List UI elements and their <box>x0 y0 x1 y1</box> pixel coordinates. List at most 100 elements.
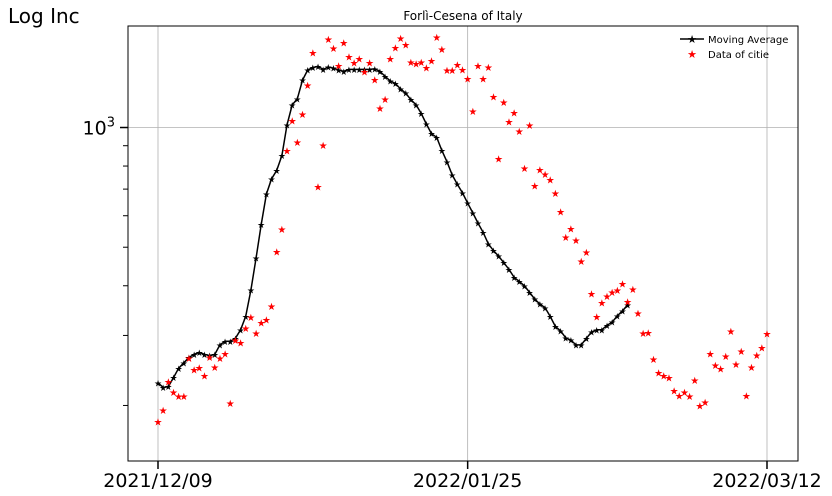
data-point: ★ <box>350 59 359 70</box>
data-point: ★ <box>412 59 421 70</box>
moving-average-point: ★ <box>593 326 601 336</box>
moving-average-point: ★ <box>226 338 234 348</box>
data-point: ★ <box>221 350 230 361</box>
moving-average-point: ★ <box>469 209 477 219</box>
moving-average-point: ★ <box>273 167 281 177</box>
moving-average-point: ★ <box>453 181 461 191</box>
data-point: ★ <box>463 74 472 85</box>
data-point: ★ <box>546 176 555 187</box>
data-point: ★ <box>319 141 328 152</box>
data-point: ★ <box>695 401 704 412</box>
moving-average-point: ★ <box>510 274 518 284</box>
data-point: ★ <box>654 369 663 380</box>
data-point: ★ <box>556 207 565 218</box>
data-point: ★ <box>535 165 544 176</box>
y-tick-label: 103 <box>83 116 115 140</box>
moving-average-point: ★ <box>345 66 353 76</box>
data-point: ★ <box>401 41 410 52</box>
moving-average-point: ★ <box>412 101 420 111</box>
data-point: ★ <box>639 329 648 340</box>
moving-average-point: ★ <box>169 374 177 384</box>
data-point: ★ <box>334 62 343 73</box>
moving-average-point: ★ <box>175 365 183 375</box>
data-point: ★ <box>716 364 725 375</box>
data-point: ★ <box>184 354 193 365</box>
moving-average-point: ★ <box>526 289 534 299</box>
data-point: ★ <box>417 58 426 69</box>
moving-average-point: ★ <box>298 77 306 87</box>
moving-average-point: ★ <box>500 259 508 269</box>
data-point: ★ <box>169 388 178 399</box>
x-tick-label: 2022/03/12 <box>712 470 822 492</box>
data-point: ★ <box>164 377 173 388</box>
moving-average-point: ★ <box>371 65 379 75</box>
moving-average-point: ★ <box>329 65 337 75</box>
data-point: ★ <box>608 288 617 299</box>
data-point: ★ <box>324 35 333 46</box>
data-point: ★ <box>473 62 482 73</box>
data-point: ★ <box>236 338 245 349</box>
data-point: ★ <box>241 324 250 335</box>
data-point: ★ <box>159 406 168 417</box>
moving-average-point: ★ <box>562 334 570 344</box>
data-point: ★ <box>308 48 317 59</box>
data-point: ★ <box>592 312 601 323</box>
data-point: ★ <box>443 66 452 77</box>
data-point: ★ <box>277 225 286 236</box>
data-point: ★ <box>262 316 271 327</box>
data-point: ★ <box>174 392 183 403</box>
data-point: ★ <box>267 302 276 313</box>
moving-average-point: ★ <box>417 110 425 120</box>
moving-average-point: ★ <box>397 85 405 95</box>
data-point: ★ <box>752 351 761 362</box>
moving-average-point: ★ <box>319 66 327 76</box>
data-point: ★ <box>597 299 606 310</box>
moving-average-point: ★ <box>366 66 374 76</box>
moving-average-point: ★ <box>185 354 193 364</box>
moving-average-point: ★ <box>278 152 286 162</box>
moving-average-point: ★ <box>237 326 245 336</box>
moving-average-point: ★ <box>572 341 580 351</box>
axis-layer: 2021/12/09 2022/01/25 2022/03/12 103 <box>83 116 822 492</box>
moving-average-point: ★ <box>495 253 503 263</box>
legend-marker-moving-average: ★ <box>687 33 697 46</box>
data-point: ★ <box>432 33 441 44</box>
moving-average-point: ★ <box>464 200 472 210</box>
data-point: ★ <box>205 353 214 364</box>
moving-average-point: ★ <box>257 221 265 231</box>
moving-average-point: ★ <box>618 307 626 317</box>
moving-average-point: ★ <box>505 266 513 276</box>
data-point: ★ <box>272 247 281 258</box>
moving-average-point: ★ <box>314 63 322 73</box>
data-point: ★ <box>427 56 436 67</box>
data-point: ★ <box>680 388 689 399</box>
x-tick-label: 2021/12/09 <box>103 470 213 492</box>
moving-average-point: ★ <box>247 287 255 297</box>
data-point: ★ <box>391 43 400 54</box>
data-point: ★ <box>618 280 627 291</box>
data-point: ★ <box>603 292 612 303</box>
data-point: ★ <box>303 81 312 92</box>
moving-average-point: ★ <box>216 341 224 351</box>
data-point: ★ <box>375 104 384 115</box>
moving-average-point: ★ <box>458 189 466 199</box>
y-axis-label: Log Inc <box>8 4 80 28</box>
legend-label-moving-average: Moving Average <box>708 35 788 46</box>
moving-average-point: ★ <box>582 335 590 345</box>
data-point: ★ <box>633 309 642 320</box>
data-point: ★ <box>706 350 715 361</box>
moving-average-point: ★ <box>231 335 239 345</box>
data-point: ★ <box>484 63 493 74</box>
data-point: ★ <box>520 164 529 175</box>
data-point: ★ <box>515 127 524 138</box>
plot-frame <box>127 25 799 462</box>
moving-average-point: ★ <box>293 95 301 105</box>
moving-average-point: ★ <box>190 351 198 361</box>
data-point: ★ <box>561 233 570 244</box>
data-point: ★ <box>448 66 457 77</box>
data-point: ★ <box>582 248 591 259</box>
moving-average-point: ★ <box>180 359 188 369</box>
data-layer: ★★★★★★★★★★★★★★★★★★★★★★★★★★★★★★★★★★★★★★★★… <box>154 33 772 429</box>
moving-average-point: ★ <box>443 158 451 168</box>
